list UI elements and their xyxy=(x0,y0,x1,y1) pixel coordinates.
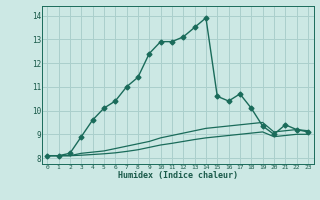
X-axis label: Humidex (Indice chaleur): Humidex (Indice chaleur) xyxy=(118,171,237,180)
